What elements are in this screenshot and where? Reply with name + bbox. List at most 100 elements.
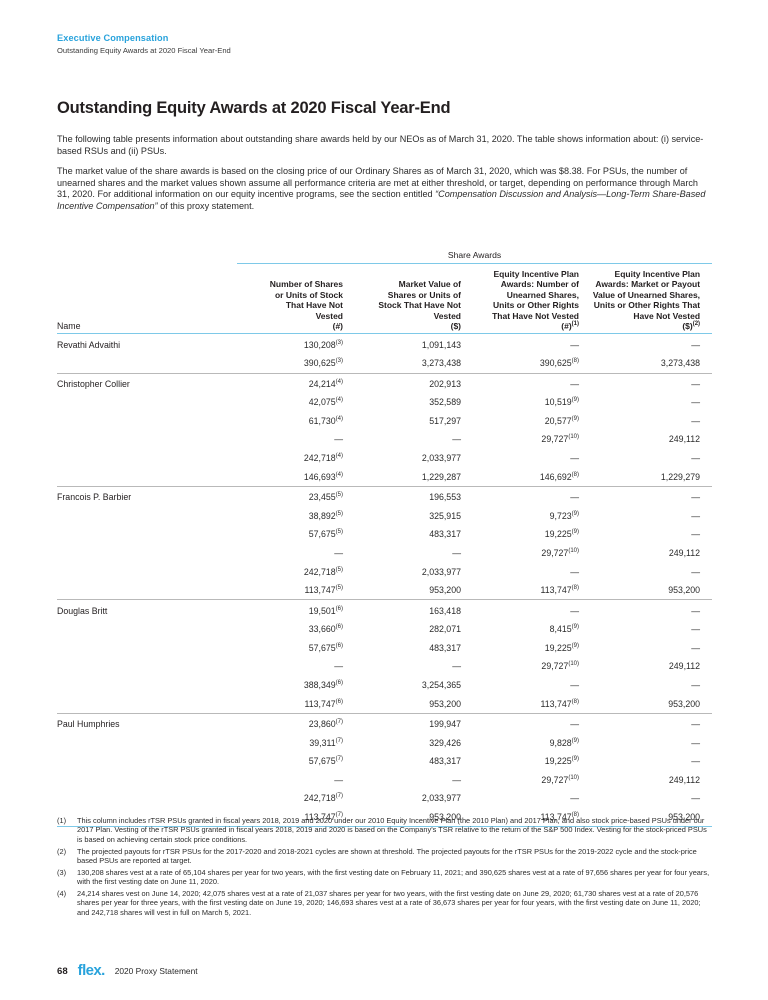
- intro-paragraph-1: The following table presents information…: [57, 134, 704, 156]
- cell-shares-units: 113,747(7): [237, 807, 355, 828]
- cell-shares-units-value: 57,675: [308, 642, 336, 653]
- table-row: 38,892(5) 325,915 9,723(9) —: [57, 506, 712, 525]
- cell-unearned-shares: 29,727(10): [473, 544, 591, 563]
- cell-unearned-shares-value: 390,625: [539, 358, 572, 369]
- cell-unearned-shares: —: [473, 449, 591, 468]
- col3-unit: (#): [561, 321, 572, 332]
- cell-unearned-shares-value: —: [570, 378, 579, 389]
- cell-unearned-shares-value: 146,692: [539, 471, 572, 482]
- cell-market-value: 517,297: [355, 412, 473, 431]
- cell-market-value: 483,317: [355, 639, 473, 658]
- table-body: Revathi Advaithi 130,208(3) 1,091,143— — 390…: [57, 334, 713, 828]
- cell-unearned-market-value: —: [591, 639, 712, 658]
- col4-line2: Awards: Market or Payout: [595, 279, 701, 290]
- cell-unearned-market-value: —: [591, 600, 712, 620]
- cell-shares-units-footnote-ref: (7): [335, 756, 343, 763]
- cell-unearned-market-value-value: —: [691, 737, 701, 748]
- cell-market-value-value: 483,317: [429, 642, 461, 653]
- page-footer: 68 flex. 2020 Proxy Statement: [57, 961, 198, 979]
- cell-shares-units: 130,208(3): [237, 334, 355, 354]
- cell-unearned-shares-value: 9,723: [549, 510, 572, 521]
- cell-shares-units: 146,693(4): [237, 467, 355, 487]
- cell-market-value: 483,317: [355, 525, 473, 544]
- cell-unearned-shares-value: 19,225: [544, 529, 572, 540]
- cell-unearned-shares-footnote-ref: (8): [571, 358, 579, 365]
- running-head: Executive Compensation Outstanding Equit…: [57, 32, 557, 56]
- cell-shares-units-footnote-ref: (4): [335, 453, 343, 460]
- cell-shares-units-footnote-ref: (6): [335, 642, 343, 649]
- cell-unearned-shares-footnote-ref: (9): [571, 737, 579, 744]
- cell-unearned-market-value: 1,229,279: [591, 467, 713, 487]
- cell-market-value: 2,033,977: [355, 562, 473, 581]
- cell-shares-units: 23,455(5): [237, 486, 355, 506]
- table-row: 388,349(6) 3,254,365 — —: [57, 676, 712, 695]
- cell-shares-units-value: 146,693: [303, 471, 336, 482]
- cell-unearned-market-value-value: 953,200: [668, 812, 701, 823]
- cell-unearned-shares-value: —: [570, 453, 579, 464]
- cell-shares-units-value: 19,501: [308, 605, 336, 616]
- cell-unearned-market-value-value: 953,200: [668, 585, 701, 596]
- column-header-unearned-shares: Equity Incentive Plan Awards: Number of …: [473, 263, 591, 335]
- cell-unearned-market-value-value: 249,112: [668, 774, 701, 785]
- cell-unearned-shares: 113,747(8): [473, 580, 591, 601]
- cell-shares-units: —: [237, 771, 355, 790]
- cell-unearned-shares: 113,747(8): [473, 694, 591, 714]
- col4-line3: Value of Unearned Shares,: [592, 289, 701, 300]
- cell-name: Douglas Britt: [57, 605, 108, 616]
- cell-shares-units-value: 42,075: [308, 397, 336, 408]
- intro-paragraph-2: The market value of the share awards is …: [57, 166, 712, 212]
- cell-unearned-shares-value: 10,519: [544, 397, 572, 408]
- cell-unearned-shares-value: 113,747: [540, 585, 572, 596]
- column-header-row: Name Number of Shares or Units of Stock …: [57, 263, 713, 335]
- table-row: Revathi Advaithi 130,208(3) 1,091,143 — —: [57, 334, 712, 354]
- cell-name: Paul Humphries: [57, 719, 120, 730]
- cell-market-value-value: 202,913: [429, 378, 461, 389]
- cell-market-value: —: [355, 771, 473, 790]
- flex-logo-text: flex: [77, 962, 102, 979]
- cell-shares-units-footnote-ref: (7): [335, 719, 343, 726]
- footnote-text: 24,214 shares vest on June 14, 2020; 42,…: [77, 889, 701, 917]
- cell-market-value-value: 329,426: [429, 737, 461, 748]
- cell-unearned-shares-value: 113,747: [540, 812, 572, 823]
- group-header-row: Share Awards: [57, 250, 713, 264]
- cell-unearned-market-value: —: [591, 412, 712, 431]
- cell-unearned-shares-value: —: [570, 566, 579, 577]
- cell-market-value-value: 282,071: [429, 624, 461, 635]
- cell-market-value: 199,947: [355, 713, 473, 733]
- cell-unearned-shares: 146,692(8): [473, 467, 591, 487]
- cell-unearned-market-value-value: 249,112: [668, 661, 701, 672]
- cell-unearned-market-value-value: —: [691, 415, 701, 426]
- cell-unearned-shares-value: —: [570, 605, 579, 616]
- cell-unearned-market-value-value: —: [691, 642, 701, 653]
- cell-market-value: 1,091,143: [355, 334, 473, 354]
- table-row: 113,747(5) 953,200 113,747(8) 953,200: [57, 580, 713, 601]
- cell-unearned-shares-value: 19,225: [544, 642, 572, 653]
- cell-name: [57, 544, 237, 563]
- column-header-market-payout-value: Equity Incentive Plan Awards: Market or …: [591, 263, 713, 335]
- cell-unearned-shares-footnote-ref: (9): [571, 624, 579, 631]
- cell-unearned-market-value: 953,200: [591, 807, 713, 828]
- cell-unearned-shares-footnote-ref: (9): [571, 397, 579, 404]
- footnote-text: 130,208 shares vest at a rate of 65,104 …: [77, 867, 710, 887]
- cell-market-value: 953,200: [355, 580, 473, 601]
- table-row: 57,675(5) 483,317 19,225(9) —: [57, 525, 712, 544]
- intro-p2-emphasis: “Compensation Discussion and Analysis—Lo…: [57, 189, 706, 211]
- cell-name: [57, 676, 237, 695]
- cell-market-value: 953,200: [355, 694, 473, 714]
- footnote: (2) The projected payouts for rTSR PSUs f…: [57, 847, 712, 866]
- table-row: Christopher Collier 24,214(4) 202,913 — —: [57, 373, 712, 393]
- cell-unearned-shares: —: [473, 600, 591, 620]
- cell-market-value-value: 2,033,977: [421, 453, 461, 464]
- col3-line2: Awards: Number of: [500, 279, 579, 290]
- cell-shares-units-footnote-ref: (4): [335, 397, 343, 404]
- cell-unearned-shares: 9,828(9): [473, 733, 591, 752]
- cell-unearned-market-value: —: [591, 506, 712, 525]
- running-head-section: Executive Compensation: [57, 33, 169, 43]
- cell-name: [57, 771, 237, 790]
- cell-name: [57, 430, 237, 449]
- cell-unearned-market-value: 953,200: [591, 580, 713, 601]
- cell-market-value: —: [355, 657, 473, 676]
- cell-unearned-shares-footnote-ref: (9): [571, 529, 579, 536]
- cell-shares-units: 242,718(4): [237, 449, 355, 468]
- cell-shares-units-footnote-ref: (6): [335, 698, 343, 705]
